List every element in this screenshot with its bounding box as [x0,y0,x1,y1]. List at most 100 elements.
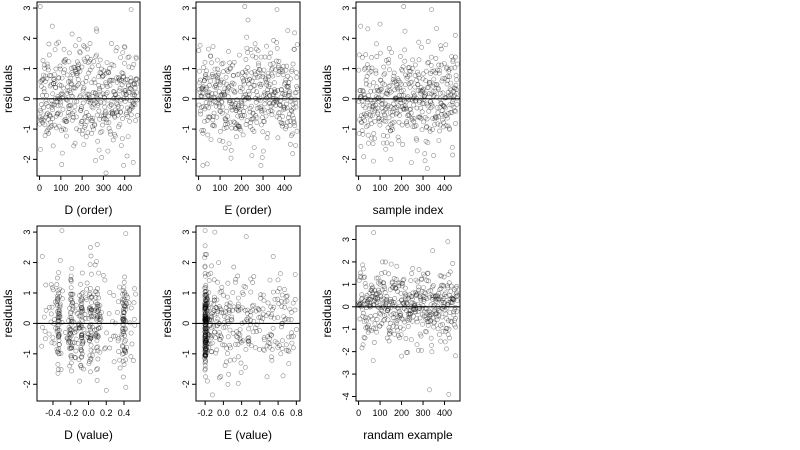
data-point [409,296,415,302]
data-point [45,104,51,109]
data-point [72,340,78,345]
data-point [391,311,397,316]
data-point [202,346,208,352]
data-point [75,66,81,72]
data-point [119,334,124,340]
data-point [120,316,126,322]
data-point [429,293,435,298]
data-point [228,98,233,104]
data-point [126,64,132,70]
data-point [134,90,139,95]
data-point [372,108,378,114]
data-point [86,113,91,118]
data-point [215,316,221,322]
data-point [375,110,380,116]
data-point [222,122,228,127]
data-point [369,107,375,113]
data-point [202,357,208,363]
data-point [259,115,265,120]
data-point [220,310,226,316]
data-point [131,300,137,306]
data-point [107,290,113,295]
data-point [122,325,128,331]
data-point [207,100,213,106]
data-point [68,277,74,283]
data-point [220,342,225,348]
data-point [280,121,286,126]
data-point [438,282,444,288]
data-point [61,46,67,52]
data-point [213,335,219,341]
data-point [449,110,455,115]
data-point [447,102,453,108]
data-point [257,327,262,333]
data-point [202,73,208,79]
data-point [422,309,427,315]
data-point [249,78,255,84]
data-point [288,133,294,138]
data-point [44,76,50,81]
data-point [285,347,291,353]
data-point [234,106,240,111]
data-point [372,106,378,112]
data-point [129,341,135,347]
y-tick-label: 1 [22,66,32,71]
data-point [454,308,460,314]
data-point [430,83,436,89]
data-point [397,280,403,286]
data-point [55,297,61,303]
y-tick-label: 0 [341,96,351,101]
data-point [95,138,101,144]
data-point [227,66,233,72]
data-point [56,331,62,337]
data-point [87,338,92,343]
data-point [367,117,373,123]
data-point [248,309,253,315]
data-point [95,286,100,291]
data-point [203,72,209,77]
data-point [104,120,110,125]
data-point [366,303,372,309]
data-point [202,353,208,359]
data-point [59,162,65,167]
x-tick-label: 0 [196,183,201,193]
data-point [363,95,368,101]
data-point [68,273,74,279]
data-point [379,101,385,107]
data-point [94,308,100,314]
data-point [100,73,106,79]
data-point [419,288,425,294]
data-point [56,75,62,81]
data-point [72,85,78,91]
data-point [129,65,135,70]
data-point [89,271,94,277]
data-point [202,346,208,352]
data-point [434,115,439,121]
data-point [289,108,295,114]
data-point [94,367,99,372]
data-point [122,303,128,309]
data-point [282,96,287,102]
data-point [98,315,103,321]
data-point [413,309,418,315]
data-point [370,325,376,331]
data-point [444,66,450,71]
data-point [227,119,233,125]
data-point [261,119,267,124]
data-point [40,120,46,126]
data-point [243,92,248,97]
data-point [224,86,230,92]
data-point [271,100,277,106]
y-tick-label: 2 [181,36,191,41]
data-point [95,101,101,107]
data-point [404,300,410,306]
data-point [392,95,398,101]
y-tick-label: 2 [22,260,32,265]
data-point [235,301,241,307]
data-point [202,271,208,276]
data-point [450,57,456,63]
y-tick-label: 3 [181,230,191,235]
data-point [203,318,209,324]
data-point [435,86,441,92]
data-point [204,341,210,346]
